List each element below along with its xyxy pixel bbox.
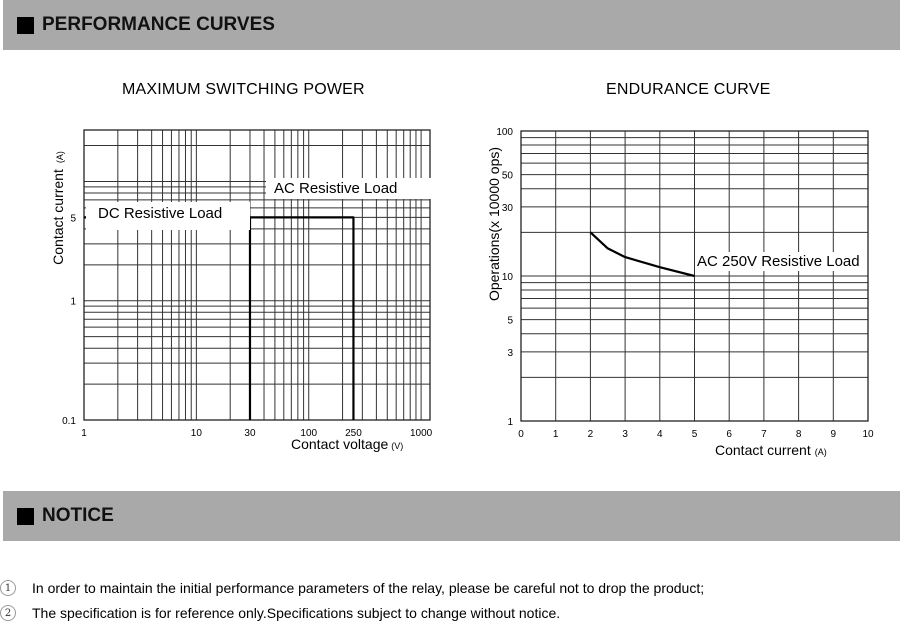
y-tick-label: 0.1 bbox=[62, 416, 76, 427]
x-tick-label: 4 bbox=[657, 429, 663, 440]
square-bullet-icon bbox=[17, 507, 34, 525]
y-axis-label-operations: Operations(x 10000 ops) bbox=[486, 146, 502, 302]
x-axis-title: Contact current bbox=[715, 442, 811, 458]
square-bullet-icon bbox=[17, 16, 34, 34]
y-tick-label: 100 bbox=[496, 127, 513, 138]
x-tick-label: 1 bbox=[553, 429, 559, 440]
x-tick-label: 30 bbox=[244, 428, 256, 439]
x-tick-label: 2 bbox=[588, 429, 594, 440]
x-tick-label: 8 bbox=[796, 429, 802, 440]
y-axis-label-current: Contact current (A) bbox=[50, 138, 66, 278]
y-axis-title: Contact current bbox=[50, 169, 66, 265]
x-tick-label: 3 bbox=[622, 429, 628, 440]
chart-title-endurance: ENDURANCE CURVE bbox=[606, 81, 771, 98]
x-tick-label: 5 bbox=[692, 429, 698, 440]
notice-item: 2 The specification is for reference onl… bbox=[0, 605, 560, 621]
dc-resistive-load-label: DC Resistive Load bbox=[86, 202, 250, 230]
x-tick-label: 10 bbox=[862, 429, 874, 440]
section-title: PERFORMANCE CURVES bbox=[42, 14, 275, 35]
y-axis-unit: (A) bbox=[55, 151, 65, 164]
x-tick-label: 1 bbox=[81, 428, 87, 439]
x-axis-label-current: Contact current (A) bbox=[715, 442, 827, 458]
series-line-dc-resistive-load bbox=[84, 216, 252, 420]
notice-item: 1 In order to maintain the initial perfo… bbox=[0, 580, 704, 596]
x-tick-label: 250 bbox=[345, 428, 362, 439]
y-tick-label: 5 bbox=[507, 316, 513, 327]
section-title: NOTICE bbox=[42, 505, 114, 526]
y-tick-label: 5 bbox=[70, 213, 76, 224]
y-tick-label: 10 bbox=[502, 272, 514, 283]
x-axis-label-voltage: Contact voltage (V) bbox=[291, 436, 403, 452]
x-tick-label: 6 bbox=[726, 429, 732, 440]
circled-number-icon: 2 bbox=[0, 605, 16, 621]
notice-text: The specification is for reference only.… bbox=[32, 605, 561, 621]
ac-250v-resistive-load-label: AC 250V Resistive Load bbox=[695, 252, 862, 271]
notice-header: NOTICE bbox=[3, 491, 900, 541]
x-axis-unit: (A) bbox=[814, 447, 827, 457]
x-axis-title: Contact voltage bbox=[291, 436, 389, 452]
x-tick-label: 10 bbox=[191, 428, 203, 439]
x-tick-label: 0 bbox=[518, 429, 524, 440]
y-tick-label: 30 bbox=[502, 203, 514, 214]
plot-frame bbox=[83, 129, 431, 421]
y-tick-label: 1 bbox=[507, 417, 513, 428]
x-tick-label: 7 bbox=[761, 429, 767, 440]
ac-resistive-load-label: AC Resistive Load bbox=[266, 178, 432, 199]
y-tick-label: 3 bbox=[507, 348, 513, 359]
max-switching-power-chart: 1 10 30 100 250 1000 0.1 1 5 bbox=[62, 129, 433, 439]
chart-title-switching-power: MAXIMUM SWITCHING POWER bbox=[122, 81, 365, 98]
x-tick-label: 100 bbox=[300, 428, 317, 439]
series-line-ac-250v-resistive-load bbox=[589, 231, 695, 278]
x-axis-unit: (V) bbox=[391, 441, 404, 451]
y-tick-label: 50 bbox=[502, 171, 514, 182]
notice-text: In order to maintain the initial perform… bbox=[32, 580, 705, 596]
x-tick-label: 9 bbox=[831, 429, 837, 440]
performance-curves-header: PERFORMANCE CURVES bbox=[3, 0, 900, 50]
circled-number-icon: 1 bbox=[0, 580, 16, 596]
plot-frame bbox=[520, 130, 869, 422]
x-tick-label: 1000 bbox=[410, 428, 433, 439]
y-tick-label: 1 bbox=[70, 297, 76, 308]
series-line-ac-resistive-load bbox=[249, 216, 355, 420]
